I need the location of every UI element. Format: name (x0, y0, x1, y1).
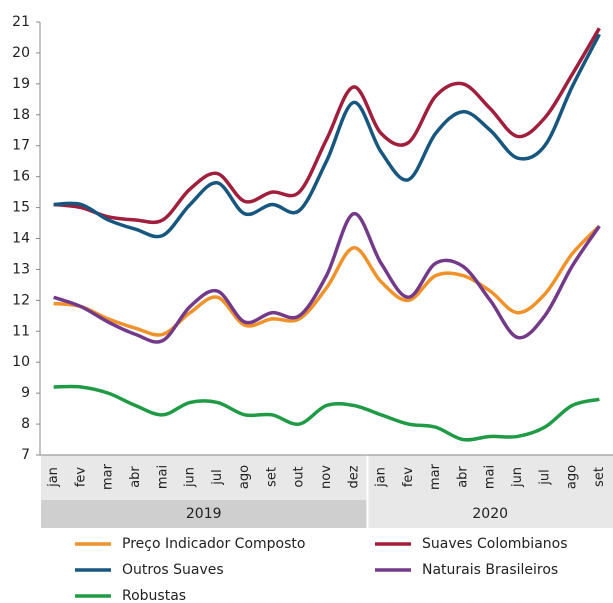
year-band (367, 500, 613, 528)
x-axis-band (40, 455, 613, 500)
y-tick-label: 12 (12, 292, 30, 308)
x-tick-label: mar (101, 463, 116, 490)
legend-text: Preço Indicador Composto (122, 536, 305, 552)
legend-text: Robustas (122, 588, 186, 603)
y-tick-label: 20 (12, 45, 30, 61)
x-tick-label: dez (346, 465, 361, 488)
legend-text: Naturais Brasileiros (422, 562, 558, 578)
y-tick-label: 21 (12, 14, 30, 30)
legend-text: Suaves Colombianos (422, 536, 568, 552)
y-tick-label: 7 (21, 447, 30, 463)
x-tick-label: jan (46, 467, 61, 488)
series-line (53, 33, 601, 239)
series-line (53, 27, 601, 225)
year-label: 2020 (472, 506, 508, 522)
x-tick-label: jul (537, 469, 552, 485)
y-tick-label: 16 (12, 169, 30, 185)
x-tick-label: jun (510, 467, 525, 488)
y-tick-label: 8 (21, 416, 30, 432)
x-tick-label: ago (237, 465, 252, 489)
x-tick-label: set (592, 467, 607, 487)
legend-text: Outros Suaves (122, 562, 224, 578)
series-line (53, 384, 600, 442)
x-tick-label: jun (183, 467, 198, 488)
series-line (53, 224, 601, 337)
y-tick-label: 14 (12, 231, 30, 247)
x-tick-label: nov (319, 465, 334, 489)
x-tick-label: jul (210, 469, 225, 485)
x-tick-label: mai (155, 465, 170, 489)
x-tick-label: fev (73, 467, 88, 488)
y-tick-label: 13 (12, 261, 30, 277)
x-tick-label: abr (455, 466, 470, 488)
x-tick-label: set (264, 467, 279, 487)
x-tick-label: mai (483, 465, 498, 489)
y-tick-label: 15 (12, 200, 30, 216)
y-tick-label: 10 (12, 354, 30, 370)
x-tick-label: ago (565, 465, 580, 489)
series-line (53, 212, 601, 344)
y-tick-label: 9 (21, 385, 30, 401)
y-tick-label: 17 (12, 138, 30, 154)
y-tick-label: 11 (12, 323, 30, 339)
x-tick-label: mar (428, 463, 443, 490)
year-band (40, 500, 368, 528)
y-tick-label: 18 (12, 107, 30, 123)
x-tick-label: fev (401, 467, 416, 488)
y-tick-label: 19 (12, 76, 30, 92)
year-label: 2019 (186, 506, 222, 522)
x-tick-label: abr (128, 466, 143, 488)
x-tick-label: jan (374, 467, 389, 488)
x-tick-label: out (292, 466, 307, 487)
